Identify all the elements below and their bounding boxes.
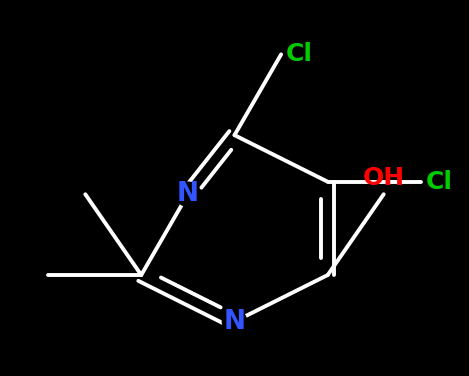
Text: OH: OH [363, 165, 405, 190]
Circle shape [222, 309, 247, 334]
Text: N: N [177, 181, 199, 207]
Text: Cl: Cl [426, 170, 453, 194]
Circle shape [176, 182, 200, 206]
Text: N: N [224, 309, 245, 335]
Text: Cl: Cl [286, 42, 313, 67]
